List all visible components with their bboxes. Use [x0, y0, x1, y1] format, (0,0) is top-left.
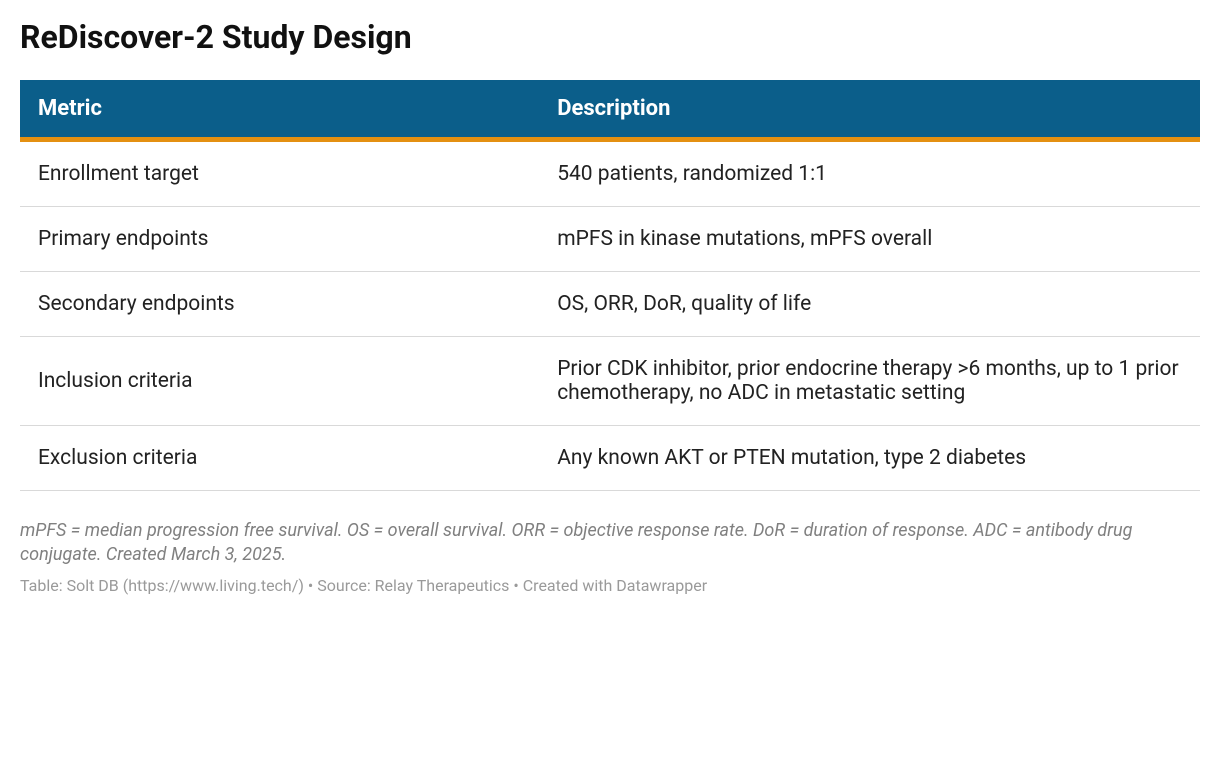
study-design-table: Metric Description Enrollment target 540… — [20, 80, 1200, 491]
cell-metric: Exclusion criteria — [20, 426, 539, 491]
table-row: Enrollment target 540 patients, randomiz… — [20, 142, 1200, 207]
cell-metric: Enrollment target — [20, 142, 539, 207]
table-row: Inclusion criteria Prior CDK inhibitor, … — [20, 337, 1200, 426]
cell-metric: Primary endpoints — [20, 207, 539, 272]
table-header-row: Metric Description — [20, 80, 1200, 137]
cell-description: mPFS in kinase mutations, mPFS overall — [539, 207, 1200, 272]
page-title: ReDiscover-2 Study Design — [20, 18, 1200, 56]
cell-description: OS, ORR, DoR, quality of life — [539, 272, 1200, 337]
cell-description: Any known AKT or PTEN mutation, type 2 d… — [539, 426, 1200, 491]
cell-description: Prior CDK inhibitor, prior endocrine the… — [539, 337, 1200, 426]
column-header-description: Description — [539, 80, 1200, 137]
table-row: Secondary endpoints OS, ORR, DoR, qualit… — [20, 272, 1200, 337]
cell-description: 540 patients, randomized 1:1 — [539, 142, 1200, 207]
cell-metric: Inclusion criteria — [20, 337, 539, 426]
table-row: Primary endpoints mPFS in kinase mutatio… — [20, 207, 1200, 272]
column-header-metric: Metric — [20, 80, 539, 137]
cell-metric: Secondary endpoints — [20, 272, 539, 337]
footnote-text: mPFS = median progression free survival.… — [20, 519, 1200, 568]
attribution-text: Table: Solt DB (https://www.living.tech/… — [20, 576, 1200, 595]
table-row: Exclusion criteria Any known AKT or PTEN… — [20, 426, 1200, 491]
